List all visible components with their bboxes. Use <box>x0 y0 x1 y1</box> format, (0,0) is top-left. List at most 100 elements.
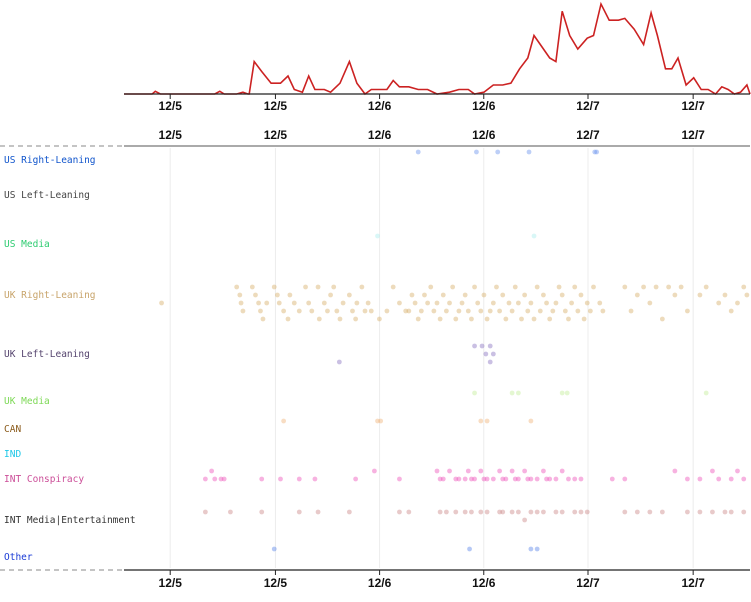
category-label: UK Media <box>4 396 50 407</box>
mention-dot <box>462 292 468 298</box>
mention-dot <box>659 509 665 515</box>
mention-dot <box>578 509 584 515</box>
mention-dot <box>271 284 277 290</box>
mention-dot <box>406 308 412 314</box>
bottom-tick-label: 12/5 <box>264 576 288 590</box>
mention-dot <box>512 476 518 482</box>
mention-dot <box>525 308 531 314</box>
mention-dot <box>378 418 384 424</box>
mention-dot <box>218 476 224 482</box>
mention-dot <box>544 300 549 306</box>
mention-dot <box>534 476 540 482</box>
mention-dot <box>697 292 703 298</box>
mention-dot <box>534 546 540 552</box>
mention-dot <box>600 308 606 314</box>
category-label: INT Media|Entertainment <box>4 515 136 526</box>
mention-dot <box>469 316 474 322</box>
mention-dot <box>472 390 477 396</box>
mention-dot <box>259 476 265 482</box>
mention-dot <box>159 300 164 306</box>
mention-dot <box>490 351 496 357</box>
mention-dot <box>503 476 509 482</box>
mention-dot <box>450 284 456 290</box>
mention-dot <box>572 476 578 482</box>
mention-dot <box>479 343 485 349</box>
category-label: CAN <box>4 424 21 435</box>
mention-dot <box>484 418 490 424</box>
mention-dot <box>256 300 261 306</box>
mention-dot <box>434 468 440 474</box>
mention-dot <box>328 292 333 298</box>
mention-dot <box>547 476 553 482</box>
mention-dot <box>703 390 709 396</box>
mention-dot <box>559 468 565 474</box>
mention-dot <box>415 149 421 155</box>
mention-dot <box>678 284 684 290</box>
mention-dot <box>528 300 534 306</box>
mention-dot <box>406 509 412 515</box>
mention-dot <box>578 476 584 482</box>
mention-dot <box>672 468 678 474</box>
mention-dot <box>431 308 437 314</box>
category-label: US Right-Leaning <box>4 155 96 166</box>
mention-dot <box>500 292 506 298</box>
top-tick-label: 12/6 <box>368 99 392 113</box>
mention-dot <box>562 308 568 314</box>
mid-tick-label: 12/7 <box>681 128 705 142</box>
mention-dot <box>487 308 493 314</box>
mention-dot <box>647 300 653 306</box>
mention-dot <box>522 468 528 474</box>
mention-dot <box>472 343 477 349</box>
mention-dot <box>519 316 524 322</box>
mention-dot <box>534 284 540 290</box>
top-tick-label: 12/7 <box>681 99 705 113</box>
mid-tick-label: 12/6 <box>368 128 392 142</box>
mention-dot <box>722 509 728 515</box>
mention-dot <box>375 418 380 424</box>
mention-dot <box>710 468 715 474</box>
mention-dot <box>490 300 496 306</box>
mention-dot <box>474 149 479 155</box>
mention-dot <box>575 308 581 314</box>
mention-dot <box>465 468 471 474</box>
mention-dot <box>541 292 546 298</box>
mention-dot <box>291 300 297 306</box>
mention-dot <box>437 476 443 482</box>
mention-dot <box>422 292 427 298</box>
mention-dot <box>653 284 659 290</box>
mention-dot <box>515 390 521 396</box>
mention-dot <box>685 308 690 314</box>
mention-dots <box>159 149 750 552</box>
mention-dot <box>354 300 360 306</box>
mention-dot <box>497 468 502 474</box>
mention-dot <box>528 476 534 482</box>
mention-dot <box>425 300 431 306</box>
mention-dot <box>440 476 446 482</box>
mention-dot <box>271 546 277 552</box>
mention-dot <box>522 292 528 298</box>
mention-dot <box>490 476 496 482</box>
mention-dot <box>202 476 208 482</box>
mention-dot <box>456 308 462 314</box>
mention-dot <box>412 300 418 306</box>
mention-dot <box>484 476 490 482</box>
mention-dot <box>484 316 490 322</box>
category-label: UK Right-Leaning <box>4 290 96 301</box>
category-label: UK Left-Leaning <box>4 349 90 360</box>
mention-dot <box>472 476 477 482</box>
mention-dot <box>353 316 359 322</box>
mid-time-axis: 12/5 12/5 12/6 12/6 12/7 12/7 <box>0 128 750 147</box>
mention-dot <box>447 300 452 306</box>
mention-dot <box>362 308 368 314</box>
mention-dot <box>566 316 571 322</box>
mention-dot <box>528 546 534 552</box>
mention-dot <box>716 300 722 306</box>
mention-dot <box>503 316 509 322</box>
mention-dot <box>467 546 472 552</box>
mention-dot <box>437 509 443 515</box>
mention-dot <box>237 292 243 298</box>
mention-dot <box>334 308 340 314</box>
mention-dot <box>240 308 246 314</box>
mention-dot <box>556 284 562 290</box>
mention-dot <box>340 300 346 306</box>
